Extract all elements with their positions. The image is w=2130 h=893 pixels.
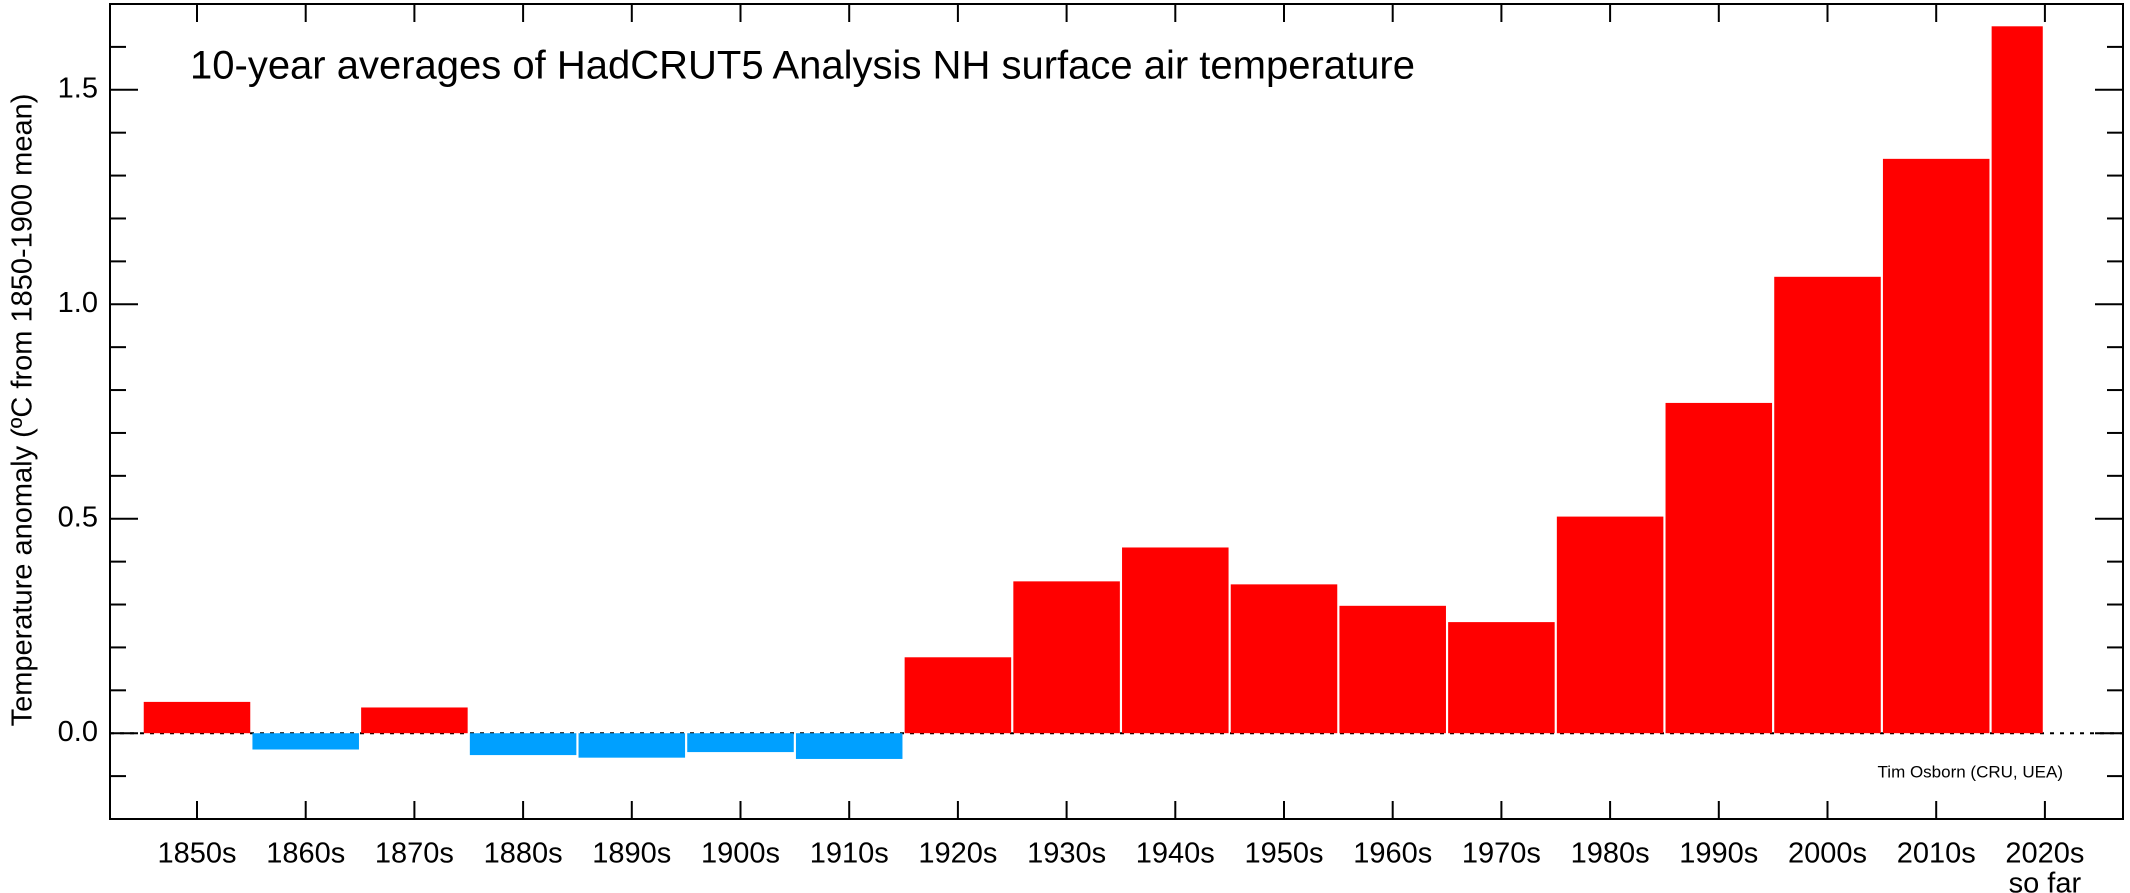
x-tick-label: 2020s bbox=[2005, 838, 2084, 870]
x-tick-label: 1920s bbox=[918, 838, 997, 870]
x-tick-label: 1860s bbox=[266, 838, 345, 870]
x-tick-label: 1970s bbox=[1462, 838, 1541, 870]
x-tick-label: 1930s bbox=[1027, 838, 1106, 870]
bar bbox=[1774, 276, 1881, 734]
bar bbox=[687, 733, 794, 753]
x-tick-label: 1960s bbox=[1353, 838, 1432, 870]
credit: Tim Osborn (CRU, UEA) bbox=[1878, 762, 2063, 781]
y-tick-label: 1.0 bbox=[58, 287, 98, 319]
y-tick-label: 0.5 bbox=[58, 501, 98, 533]
x-tick-label: 1890s bbox=[592, 838, 671, 870]
bar bbox=[1448, 622, 1555, 734]
plot-frame bbox=[109, 3, 2124, 820]
y-tick-label: 1.5 bbox=[58, 72, 98, 104]
bar bbox=[904, 657, 1012, 734]
x-tick-label: 1980s bbox=[1571, 838, 1650, 870]
bar bbox=[1339, 605, 1446, 734]
bar bbox=[795, 733, 903, 759]
bar bbox=[252, 733, 359, 750]
bar bbox=[1230, 584, 1338, 734]
x-tick-label: 1940s bbox=[1136, 838, 1215, 870]
bar bbox=[1556, 516, 1664, 734]
x-tick-label: 1900s bbox=[701, 838, 780, 870]
bar bbox=[1991, 26, 2043, 734]
x-tick-label: 2010s bbox=[1897, 838, 1976, 870]
x-tick-label: 1880s bbox=[484, 838, 563, 870]
x-tick-label: 1870s bbox=[375, 838, 454, 870]
y-axis-label: Temperature anomaly (ºC from 1850-1900 m… bbox=[7, 94, 39, 727]
x-tick-label: 2000s bbox=[1788, 838, 1867, 870]
chart-title: 10-year averages of HadCRUT5 Analysis NH… bbox=[190, 44, 1415, 88]
bar bbox=[361, 707, 468, 734]
bar bbox=[143, 701, 251, 734]
x-tick-label: 1950s bbox=[1244, 838, 1323, 870]
bar bbox=[1882, 158, 1990, 734]
bar bbox=[1122, 547, 1229, 734]
x-tick-label: 1990s bbox=[1679, 838, 1758, 870]
y-tick-label: 0.0 bbox=[58, 716, 98, 748]
bar bbox=[1665, 402, 1773, 734]
bar bbox=[1013, 581, 1120, 734]
category-note: so far bbox=[2009, 868, 2082, 893]
bar bbox=[469, 733, 577, 756]
x-tick-label: 1850s bbox=[157, 838, 236, 870]
bar bbox=[578, 733, 686, 758]
x-tick-label: 1910s bbox=[810, 838, 889, 870]
